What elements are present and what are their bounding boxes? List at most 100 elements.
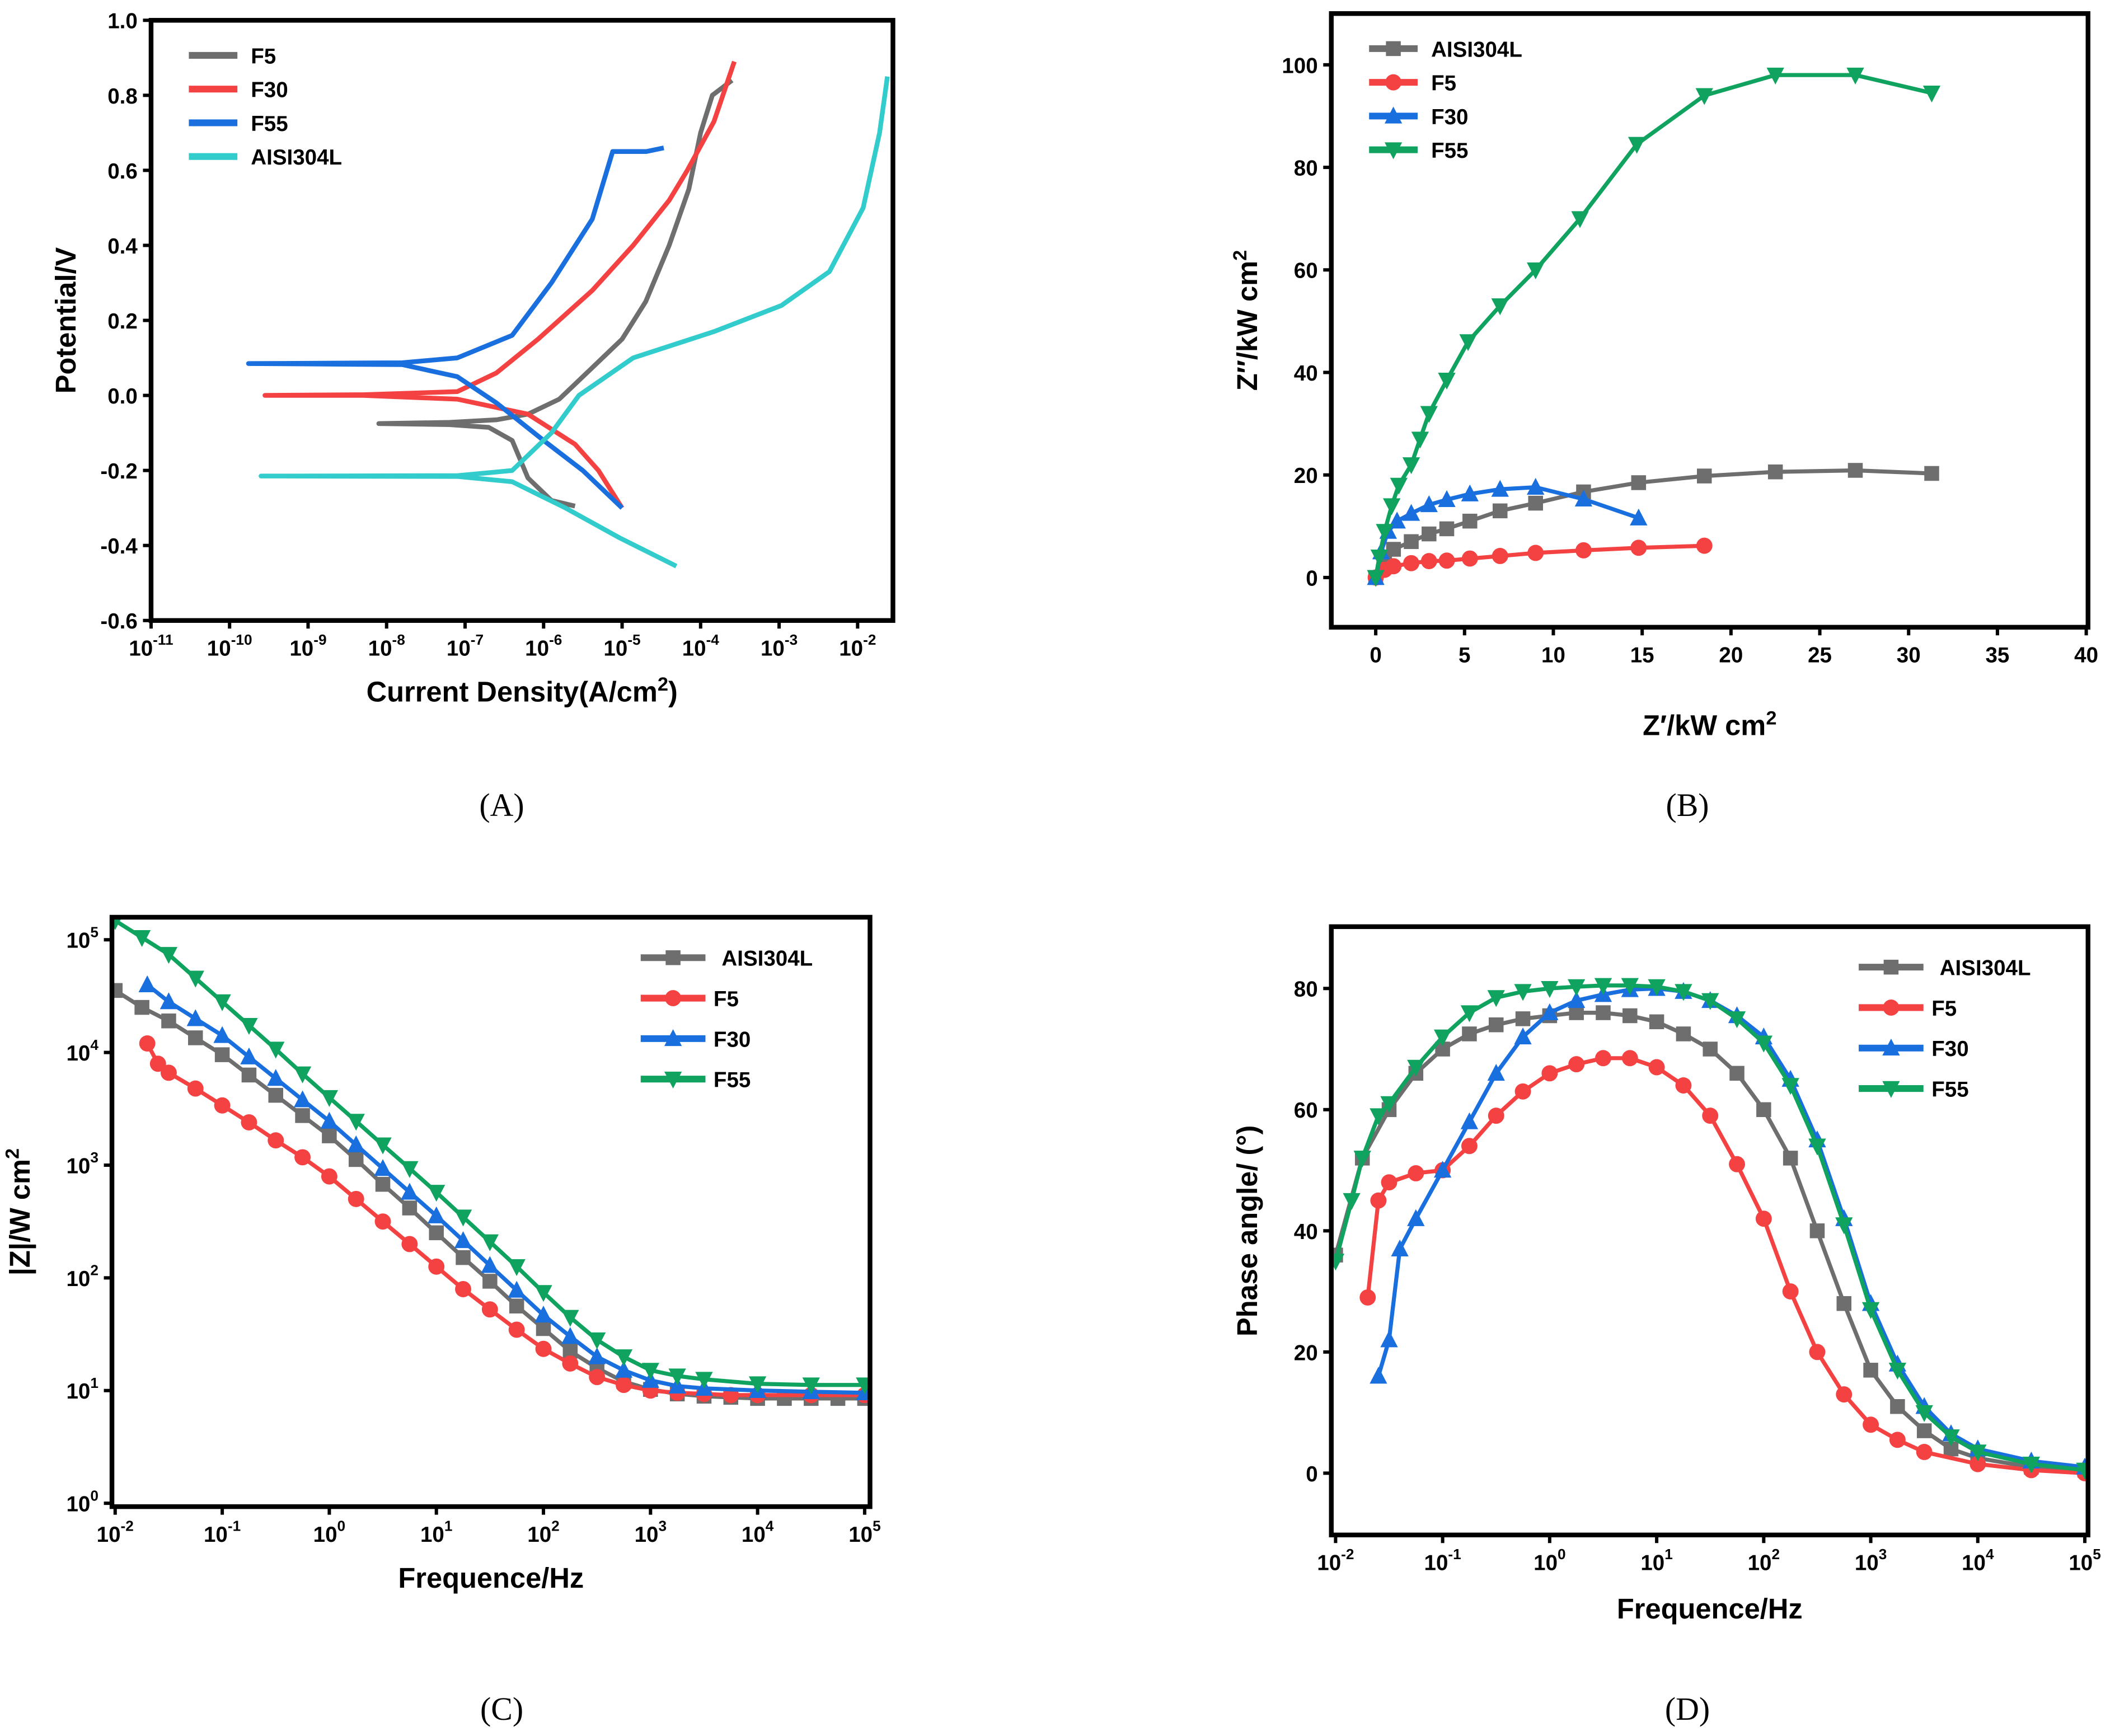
y-tick-label: -0.2 xyxy=(100,459,137,484)
triangle-up-marker xyxy=(1541,1003,1559,1020)
triangle-down-marker xyxy=(428,1185,445,1202)
x-tick-label: 10-8 xyxy=(368,631,405,660)
circle-marker xyxy=(1385,74,1402,91)
circle-marker xyxy=(1702,1108,1719,1124)
triangle-down-marker xyxy=(508,1259,526,1277)
plot-frame xyxy=(1329,11,2091,630)
triangle-down-marker xyxy=(1621,978,1639,995)
y-tick-label: 103 xyxy=(66,1149,98,1178)
square-marker xyxy=(295,1108,310,1123)
series-line-f55 xyxy=(246,146,664,510)
triangle-up-marker xyxy=(1527,477,1545,495)
triangle-down-marker xyxy=(1882,1081,1900,1098)
triangle-down-marker xyxy=(1888,1363,1907,1380)
triangle-down-marker xyxy=(1380,1096,1398,1113)
square-marker xyxy=(1883,959,1899,975)
triangle-down-marker xyxy=(186,970,204,988)
square-marker xyxy=(1696,468,1712,484)
circle-marker xyxy=(1541,1065,1558,1082)
circle-marker xyxy=(1461,1138,1478,1155)
square-marker xyxy=(1783,1151,1798,1166)
square-marker xyxy=(1916,1423,1932,1438)
square-marker xyxy=(268,1087,283,1103)
square-marker xyxy=(1890,1399,1905,1414)
square-marker xyxy=(1462,1026,1477,1041)
triangle-down-marker xyxy=(1343,1193,1361,1210)
triangle-up-marker xyxy=(1630,508,1648,526)
triangle-down-marker xyxy=(1594,978,1612,995)
square-marker xyxy=(1493,503,1508,519)
triangle-down-marker xyxy=(1541,981,1559,998)
circle-marker xyxy=(1568,1056,1585,1073)
triangle-down-marker xyxy=(1487,990,1505,1007)
triangle-down-marker xyxy=(1695,88,1713,105)
triangle-up-marker xyxy=(320,1111,339,1129)
legend-label: AISI304L xyxy=(1940,956,2031,980)
square-marker xyxy=(1836,1296,1852,1311)
square-marker xyxy=(1488,1017,1504,1033)
circle-marker xyxy=(1488,1108,1504,1124)
square-marker xyxy=(1631,475,1647,490)
circle-marker xyxy=(455,1281,471,1297)
triangle-down-marker xyxy=(1407,1059,1425,1077)
triangle-down-marker xyxy=(1367,570,1385,587)
triangle-down-marker xyxy=(561,1310,579,1327)
series-group xyxy=(1367,67,1941,587)
triangle-up-marker xyxy=(1574,489,1593,507)
y-tick-label: 40 xyxy=(1294,1220,1318,1244)
y-tick-label: 0 xyxy=(1306,566,1317,590)
x-tick-label: 40 xyxy=(2074,643,2098,667)
circle-marker xyxy=(616,1377,632,1394)
circle-marker xyxy=(187,1080,204,1097)
circle-marker xyxy=(401,1236,418,1252)
x-tick-label: 10-2 xyxy=(1317,1546,1354,1575)
chart-panel-b: 0 5 10 15 20 25 30 35 40 0 20 40 60 80 100 Z′/kW cm2 Z′′… xyxy=(1230,11,2098,823)
y-tick-label: -0.4 xyxy=(100,534,138,559)
square-marker xyxy=(214,1047,230,1062)
triangle-up-marker xyxy=(1433,1161,1452,1178)
triangle-down-marker xyxy=(401,1161,419,1178)
square-marker xyxy=(509,1298,524,1313)
triangle-down-marker xyxy=(1846,67,1864,85)
square-marker xyxy=(1386,41,1401,57)
triangle-up-marker xyxy=(1402,504,1420,521)
circle-marker xyxy=(1696,537,1713,554)
triangle-down-marker xyxy=(668,1368,686,1386)
circle-marker xyxy=(481,1301,498,1318)
circle-marker xyxy=(1782,1283,1799,1300)
triangle-down-marker xyxy=(1922,85,1941,103)
square-marker xyxy=(1767,464,1783,480)
circle-marker xyxy=(1648,1059,1665,1076)
series-line-f30 xyxy=(146,983,865,1395)
circle-marker xyxy=(321,1168,337,1185)
x-tick-label: 101 xyxy=(1640,1546,1672,1575)
circle-marker xyxy=(589,1369,606,1386)
y-tick-label: 100 xyxy=(1282,54,1317,78)
plot-frame xyxy=(148,18,895,623)
y-tick-label: 0 xyxy=(1306,1462,1317,1486)
triangle-down-marker xyxy=(1675,984,1692,1001)
triangle-up-marker xyxy=(1882,1038,1900,1056)
square-marker xyxy=(1596,1005,1611,1020)
x-tick-label: 103 xyxy=(1855,1546,1887,1575)
circle-marker xyxy=(1385,558,1402,575)
triangle-down-marker xyxy=(1370,1108,1387,1125)
panel-caption: (B) xyxy=(1666,787,1709,823)
x-tick-label: 104 xyxy=(1962,1546,1994,1575)
circle-marker xyxy=(1621,1050,1638,1067)
legend-label: F55 xyxy=(1431,139,1468,163)
triangle-down-marker xyxy=(293,1066,312,1083)
triangle-down-marker xyxy=(112,917,122,930)
y-axis-title: Potential/V xyxy=(50,247,82,394)
circle-marker xyxy=(374,1213,391,1230)
series-group xyxy=(112,917,870,1406)
square-marker xyxy=(456,1250,471,1265)
x-tick-label: 10-6 xyxy=(525,631,562,660)
square-marker xyxy=(241,1067,257,1083)
circle-marker xyxy=(1863,1416,1879,1433)
x-axis-title: Z′/kW cm2 xyxy=(1643,707,1776,741)
triangle-down-marker xyxy=(1460,1005,1479,1022)
x-tick-label: 102 xyxy=(1748,1546,1780,1575)
triangle-down-marker xyxy=(454,1209,472,1227)
